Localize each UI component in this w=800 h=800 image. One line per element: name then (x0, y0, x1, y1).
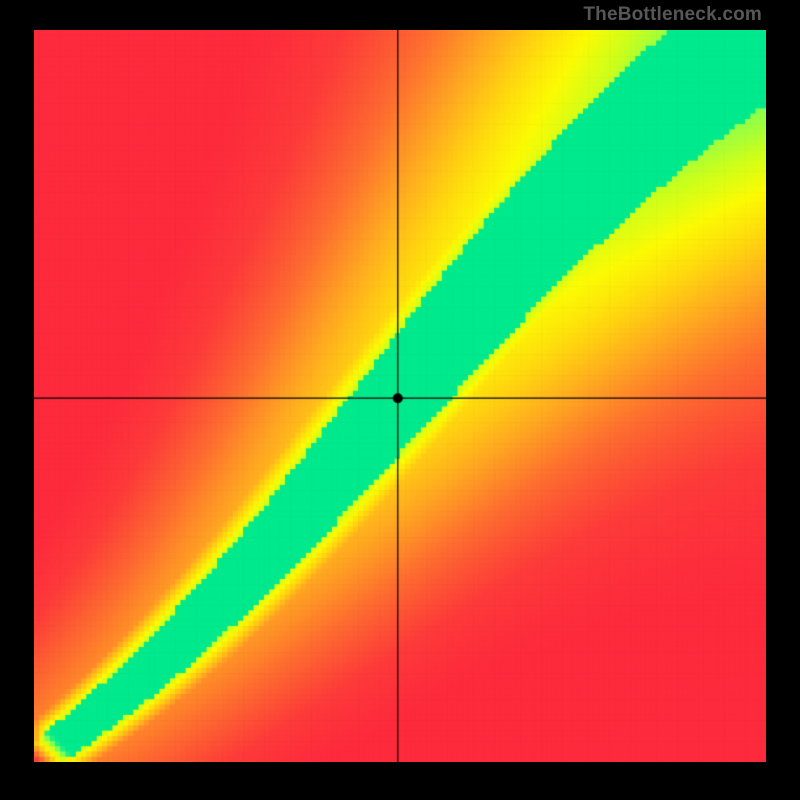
watermark-text: TheBottleneck.com (583, 4, 762, 26)
bottleneck-heatmap (34, 30, 766, 762)
heatmap-canvas (34, 30, 766, 762)
